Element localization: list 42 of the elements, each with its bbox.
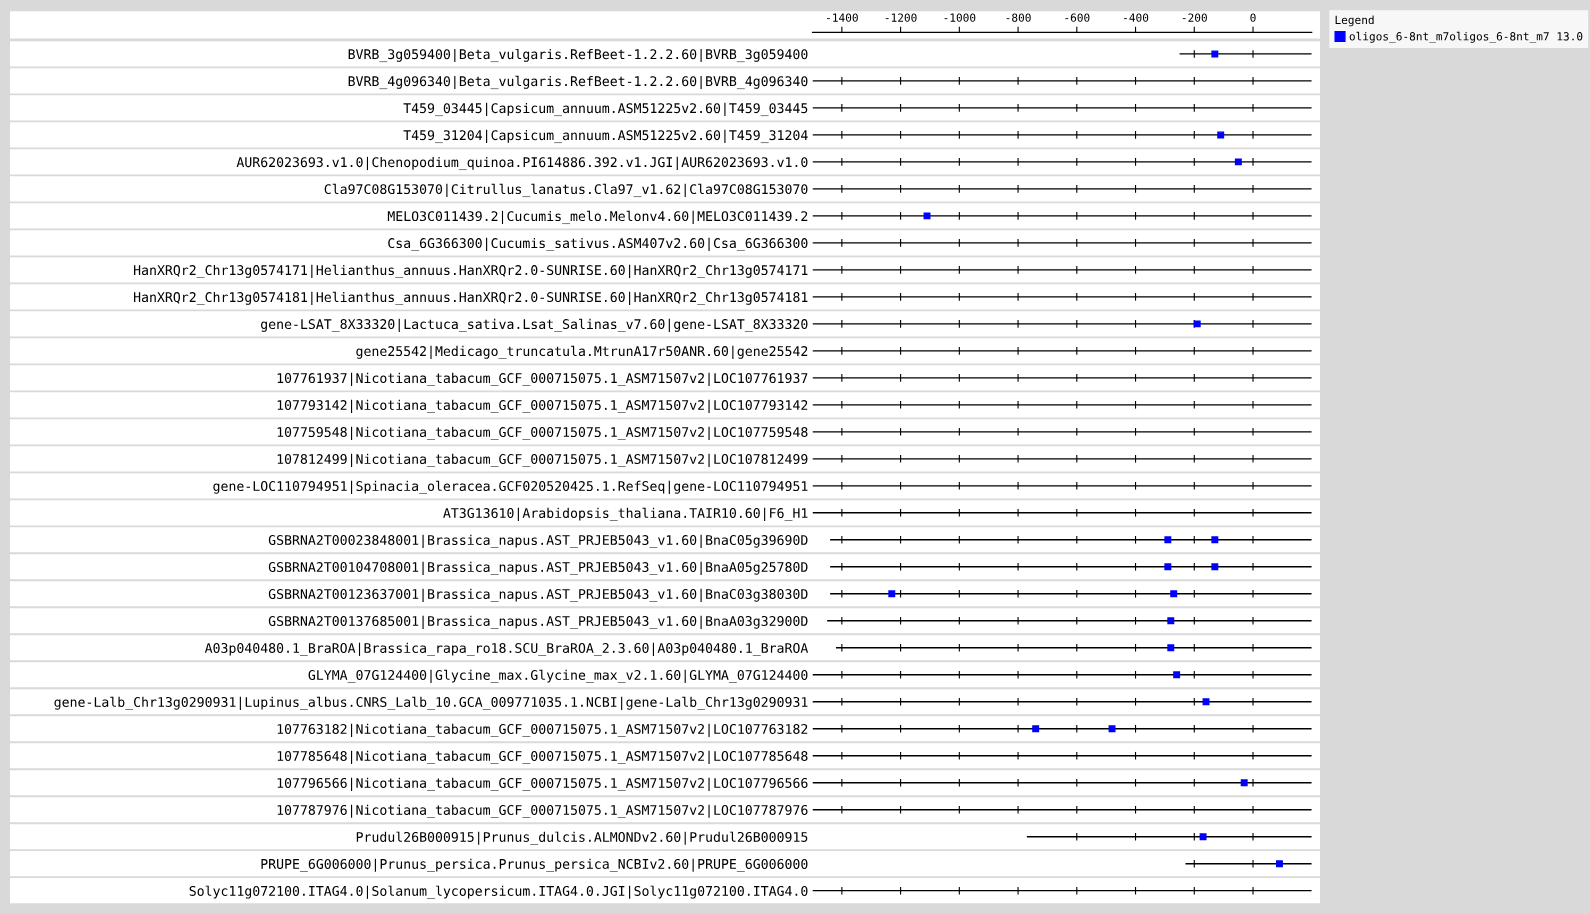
y-tick-label: 107763182|Nicotiana_tabacum_GCF_000715075.1_ASM71507v2|LOC107763182 [277, 723, 808, 737]
y-tick-label: 107759548|Nicotiana_tabacum_GCF_000715075.1_ASM71507v2|LOC107759548 [277, 426, 808, 440]
y-tick-label: Prudul26B000915|Prunus_dulcis.ALMONDv2.60|Prudul26B000915 [356, 831, 808, 845]
y-tick-label: BVRB_3g059400|Beta_vulgaris.RefBeet-1.2.2.60|BVRB_3g059400 [348, 48, 808, 63]
x-tick-label: -600 [1065, 13, 1090, 22]
x-tick-label: -800 [1006, 13, 1031, 22]
y-tick-label: T459_03445|Capsicum_annuum.ASM51225v2.60|T459_03445 [403, 102, 808, 117]
y-tick-label: 107812499|Nicotiana_tabacum_GCF_000715075.1_ASM71507v2|LOC107812499 [277, 453, 808, 467]
x-tick-label: -400 [1124, 13, 1149, 22]
y-tick-label: Cla97C08G153070|Citrullus_lanatus.Cla97_v1.62|Cla97C08G153070 [324, 183, 808, 198]
x-tick-label: -1200 [885, 13, 917, 22]
y-tick-label: GLYMA_07G124400|Glycine_max.Glycine_max_v2.1.60|GLYMA_07G124400 [308, 669, 808, 683]
y-tick-label: 107761937|Nicotiana_tabacum_GCF_000715075.1_ASM71507v2|LOC107761937 [277, 372, 808, 386]
y-tick-label: gene-LSAT_8X33320|Lactuca_sativa.Lsat_Salinas_v7.60|gene-LSAT_8X33320 [261, 318, 808, 333]
y-tick-label: 107793142|Nicotiana_tabacum_GCF_000715075.1_ASM71507v2|LOC107793142 [277, 399, 808, 413]
y-tick-label: MELO3C011439.2|Cucumis_melo.Melonv4.60|MELO3C011439.2 [387, 210, 808, 225]
y-tick-label: GSBRNA2T00137685001|Brassica_napus.AST_PRJEB5043_v1.60|BnaA03g32900D [268, 615, 808, 629]
y-tick-label: PRUPE_6G006000|Prunus_persica.Prunus_persica_NCBIv2.60|PRUPE_6G006000 [261, 858, 808, 872]
x-tick-label: -200 [1182, 13, 1207, 22]
x-tick-label: 0 [1250, 13, 1256, 22]
y-tick-label: GSBRNA2T00104708001|Brassica_napus.AST_PRJEB5043_v1.60|BnaA05g25780D [268, 561, 808, 575]
legend-title: Legend [1335, 15, 1374, 27]
y-tick-label: gene-LOC110794951|Spinacia_oleracea.GCF020520425.1.RefSeq|gene-LOC110794951 [213, 480, 808, 494]
y-tick-label: Csa_6G366300|Cucumis_sativus.ASM407v2.60|Csa_6G366300 [388, 237, 808, 252]
y-tick-label: BVRB_4g096340|Beta_vulgaris.RefBeet-1.2.2.60|BVRB_4g096340 [348, 75, 808, 90]
y-tick-label: 107787976|Nicotiana_tabacum_GCF_000715075.1_ASM71507v2|LOC107787976 [277, 804, 808, 818]
legend-label: oligos_6-8nt_m7oligos_6-8nt_m7 13.0 [1349, 31, 1583, 43]
y-tick-label: AUR62023693.v1.0|Chenopodium_quinoa.PI614886.392.v1.JGI|AUR62023693.v1.0 [236, 156, 808, 171]
y-tick-label: GSBRNA2T00123637001|Brassica_napus.AST_PRJEB5043_v1.60|BnaC03g38030D [268, 588, 808, 602]
y-tick-label: T459_31204|Capsicum_annuum.ASM51225v2.60|T459_31204 [403, 129, 808, 144]
x-tick-label: -1000 [944, 13, 976, 22]
y-tick-label: A03p040480.1_BraROA|Brassica_rapa_ro18.SCU_BraROA_2.3.60|A03p040480.1_BraROA [204, 642, 809, 656]
y-tick-label: HanXRQr2_Chr13g0574171|Helianthus_annuus.HanXRQr2.0-SUNRISE.60|HanXRQr2_Chr13g0574171 [134, 264, 808, 279]
x-tick-label: -1400 [827, 13, 858, 22]
y-tick-label: 107785648|Nicotiana_tabacum_GCF_000715075.1_ASM71507v2|LOC107785648 [277, 750, 808, 764]
y-tick-label: GSBRNA2T00023848001|Brassica_napus.AST_PRJEB5043_v1.60|BnaC05g39690D [268, 534, 808, 548]
y-tick-label: gene-Lalb_Chr13g0290931|Lupinus_albus.CNRS_Lalb_10.GCA_009771035.1.NCBI|gene-Lalb_Chr13g0290931 [54, 696, 808, 710]
y-tick-label: 107796566|Nicotiana_tabacum_GCF_000715075.1_ASM71507v2|LOC107796566 [277, 777, 808, 791]
y-tick-label: AT3G13610|Arabidopsis_thaliana.TAIR10.60|F6_H1 [443, 507, 808, 521]
y-tick-label: Solyc11g072100.ITAG4.0|Solanum_lycopersicum.ITAG4.0.JGI|Solyc11g072100.ITAG4.0 [189, 885, 808, 899]
y-tick-label: HanXRQr2_Chr13g0574181|Helianthus_annuus.HanXRQr2.0-SUNRISE.60|HanXRQr2_Chr13g0574181 [134, 291, 808, 306]
y-tick-label: gene25542|Medicago_truncatula.MtrunA17r50ANR.60|gene25542 [356, 345, 808, 359]
